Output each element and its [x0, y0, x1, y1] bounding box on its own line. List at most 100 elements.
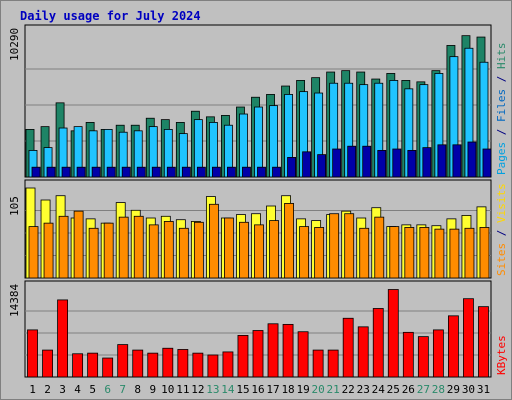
bar-pages-day-13 — [211, 166, 221, 178]
bar-kbytes-day-18 — [282, 323, 294, 378]
bar-kbytes-day-31 — [478, 306, 489, 378]
bar-sites-day-17 — [269, 220, 279, 279]
bar-pages-day-6 — [106, 166, 116, 178]
bar-pages-day-5 — [91, 166, 101, 178]
x-tick-label-23: 23 — [357, 383, 370, 396]
bar-sites-day-30 — [464, 227, 475, 279]
x-tick-label-8: 8 — [134, 383, 141, 396]
bar-kbytes-day-9 — [147, 352, 159, 378]
x-tick-label-11: 11 — [176, 383, 189, 396]
bar-sites-day-5 — [88, 227, 99, 279]
bar-sites-day-9 — [148, 224, 159, 279]
bar-sites-day-23 — [359, 227, 370, 279]
panel-top-max-label: 10290 — [8, 28, 21, 61]
bar-kbytes-day-17 — [267, 323, 279, 378]
x-tick-label-10: 10 — [161, 383, 174, 396]
bar-kbytes-day-29 — [448, 315, 459, 378]
bar-files-day-17 — [269, 105, 278, 178]
bar-pages-day-27 — [422, 147, 432, 178]
bar-pages-day-30 — [467, 141, 477, 178]
bar-sites-day-7 — [118, 216, 129, 279]
panel-bottom: 14384 KBytes — [8, 280, 508, 378]
bar-sites-day-13 — [208, 203, 219, 279]
bar-kbytes-day-21 — [327, 349, 339, 378]
x-tick-label-20: 20 — [312, 383, 325, 396]
bar-kbytes-day-19 — [297, 331, 309, 378]
x-tick-label-13: 13 — [206, 383, 219, 396]
bar-kbytes-day-23 — [357, 326, 369, 378]
legend-entry-middle-1: / — [495, 223, 508, 243]
x-tick-label-15: 15 — [236, 383, 249, 396]
bar-kbytes-day-14 — [222, 351, 234, 378]
bar-pages-day-9 — [151, 166, 161, 178]
x-tick-label-4: 4 — [74, 383, 81, 396]
bar-sites-day-25 — [389, 226, 400, 279]
x-tick-label-18: 18 — [281, 383, 294, 396]
bar-kbytes-day-13 — [207, 354, 219, 378]
bar-kbytes-day-5 — [87, 352, 99, 378]
bar-sites-day-19 — [299, 226, 310, 279]
panel-top: 10290 Pages / Files / Hits — [8, 24, 508, 178]
bar-sites-day-2 — [43, 222, 54, 279]
x-tick-label-27: 27 — [417, 383, 430, 396]
bar-sites-day-31 — [479, 227, 490, 279]
bar-sites-day-8 — [133, 215, 144, 279]
bar-kbytes-day-15 — [237, 334, 249, 378]
bar-pages-day-22 — [347, 145, 357, 178]
bar-sites-day-22 — [344, 213, 355, 279]
x-tick-label-22: 22 — [342, 383, 355, 396]
bar-kbytes-day-28 — [432, 329, 444, 378]
bar-pages-day-10 — [166, 166, 176, 178]
legend-entry-top-2: Files — [495, 89, 508, 122]
bar-pages-day-24 — [377, 150, 387, 178]
bar-kbytes-day-22 — [342, 317, 354, 378]
x-tick-label-28: 28 — [432, 383, 445, 396]
x-tick-label-31: 31 — [477, 383, 490, 396]
legend-entry-top-3: / — [495, 69, 508, 89]
bar-sites-day-20 — [314, 227, 325, 279]
bar-kbytes-day-6 — [102, 357, 114, 378]
bar-pages-day-17 — [272, 166, 281, 178]
bar-kbytes-day-8 — [132, 349, 144, 378]
bar-sites-day-3 — [58, 215, 69, 279]
bar-kbytes-day-25 — [387, 289, 399, 378]
bar-sites-day-28 — [434, 228, 445, 279]
bar-pages-day-26 — [407, 150, 417, 178]
bar-pages-day-18 — [287, 157, 296, 178]
bar-pages-day-16 — [257, 166, 266, 178]
bar-pages-day-14 — [227, 166, 236, 178]
panel-middle-legend: Sites / Visits — [495, 183, 508, 276]
bar-pages-day-8 — [136, 166, 146, 178]
x-tick-label-2: 2 — [44, 383, 51, 396]
bar-files-day-16 — [254, 106, 263, 178]
bar-kbytes-day-24 — [372, 308, 384, 378]
bar-pages-day-28 — [437, 144, 447, 178]
chart-title: Daily usage for July 2024 — [20, 9, 201, 23]
x-tick-label-6: 6 — [104, 383, 111, 396]
bar-pages-day-4 — [76, 166, 86, 178]
legend-entry-top-1: / — [495, 122, 508, 142]
bar-sites-day-10 — [163, 221, 174, 279]
bar-sites-day-24 — [374, 216, 385, 279]
bar-pages-day-23 — [362, 145, 372, 178]
x-tick-label-16: 16 — [251, 383, 264, 396]
bar-pages-day-1 — [31, 166, 41, 178]
bar-kbytes-day-20 — [312, 349, 324, 378]
bar-sites-day-12 — [193, 221, 204, 279]
bar-kbytes-day-10 — [162, 347, 174, 378]
panel-bottom-legend: KBytes — [495, 335, 508, 375]
bar-kbytes-day-1 — [27, 329, 38, 378]
x-tick-label-26: 26 — [402, 383, 415, 396]
legend-entry-top-4: Hits — [495, 43, 508, 70]
bar-pages-day-25 — [392, 148, 402, 178]
x-tick-label-17: 17 — [266, 383, 279, 396]
bar-sites-day-14 — [224, 217, 234, 279]
x-tick-label-30: 30 — [462, 383, 475, 396]
bar-sites-day-21 — [329, 213, 340, 279]
bar-kbytes-day-7 — [117, 344, 129, 378]
x-tick-label-14: 14 — [221, 383, 235, 396]
bar-pages-day-20 — [317, 154, 327, 178]
x-tick-label-9: 9 — [149, 383, 156, 396]
